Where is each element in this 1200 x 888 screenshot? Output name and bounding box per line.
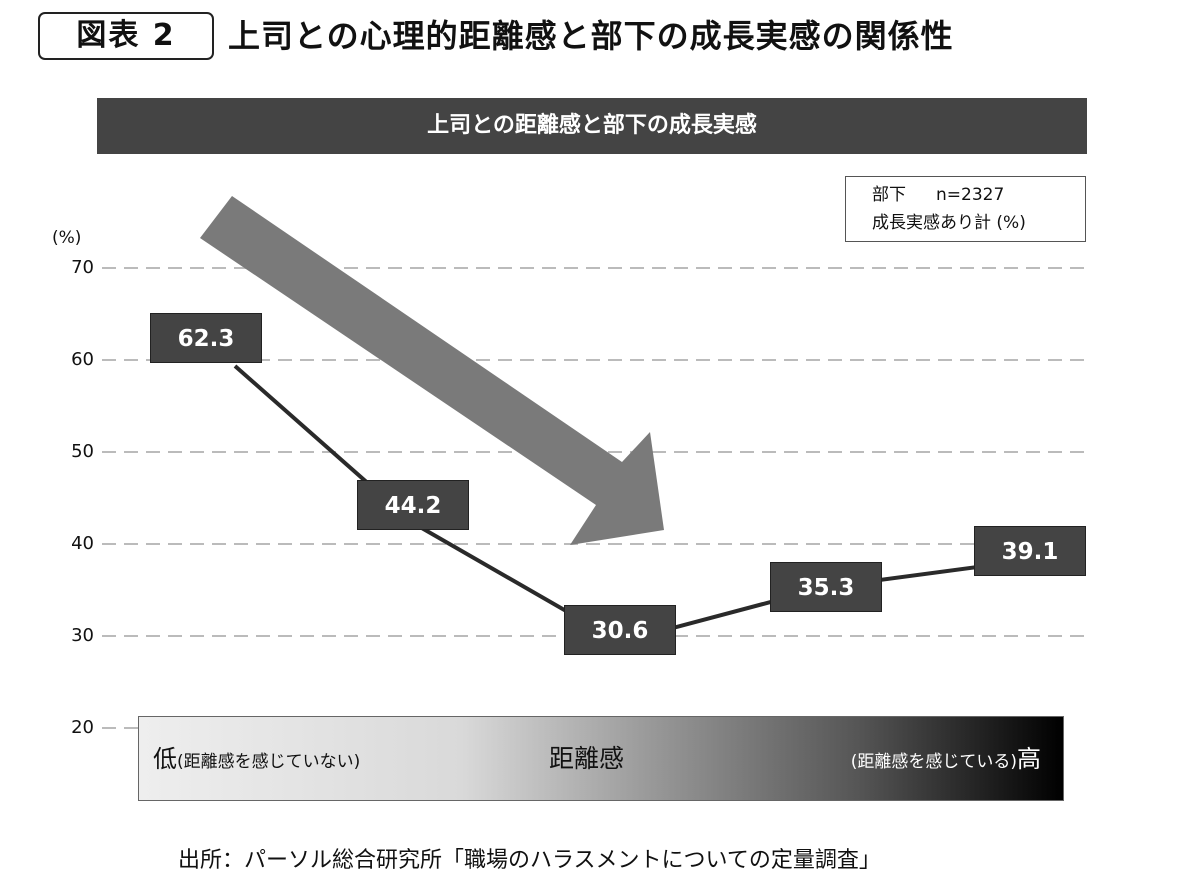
y-tick-30: 30 — [71, 625, 94, 646]
y-tick-60: 60 — [71, 349, 94, 370]
legend-measure: 成長実感あり計 (%) — [872, 213, 1026, 233]
y-tick-50: 50 — [71, 441, 94, 462]
data-label-4: 35.3 — [770, 562, 882, 612]
legend-box: 部下 n=2327 成長実感あり計 (%) — [845, 176, 1086, 242]
x-axis-distance-scale: 低(距離感を感じていない) 距離感 (距離感を感じている)高 — [138, 716, 1064, 801]
y-tick-40: 40 — [71, 533, 94, 554]
trend-arrow — [200, 196, 664, 545]
data-label-1: 62.3 — [150, 313, 262, 363]
data-label-2: 44.2 — [357, 480, 469, 530]
data-label-5: 39.1 — [974, 526, 1086, 576]
y-tick-70: 70 — [71, 257, 94, 278]
chart-title-banner: 上司との距離感と部下の成長実感 — [97, 98, 1087, 154]
legend-sample-size: n=2327 — [936, 185, 1005, 205]
x-axis-high-label: (距離感を感じている)高 — [850, 745, 1041, 773]
figure-title: 上司との心理的距離感と部下の成長実感の関係性 — [228, 17, 954, 55]
x-axis-low-label: 低(距離感を感じていない) — [153, 745, 361, 773]
source-note: 出所：パーソル総合研究所「職場のハラスメントについての定量調査」 — [178, 848, 881, 873]
data-label-3: 30.6 — [564, 605, 676, 655]
legend-group: 部下 — [872, 185, 906, 205]
y-tick-20: 20 — [71, 717, 94, 738]
figure-label: 図表 2 — [38, 12, 214, 60]
x-axis-title: 距離感 — [549, 744, 625, 773]
y-axis-unit: (%) — [52, 228, 82, 248]
